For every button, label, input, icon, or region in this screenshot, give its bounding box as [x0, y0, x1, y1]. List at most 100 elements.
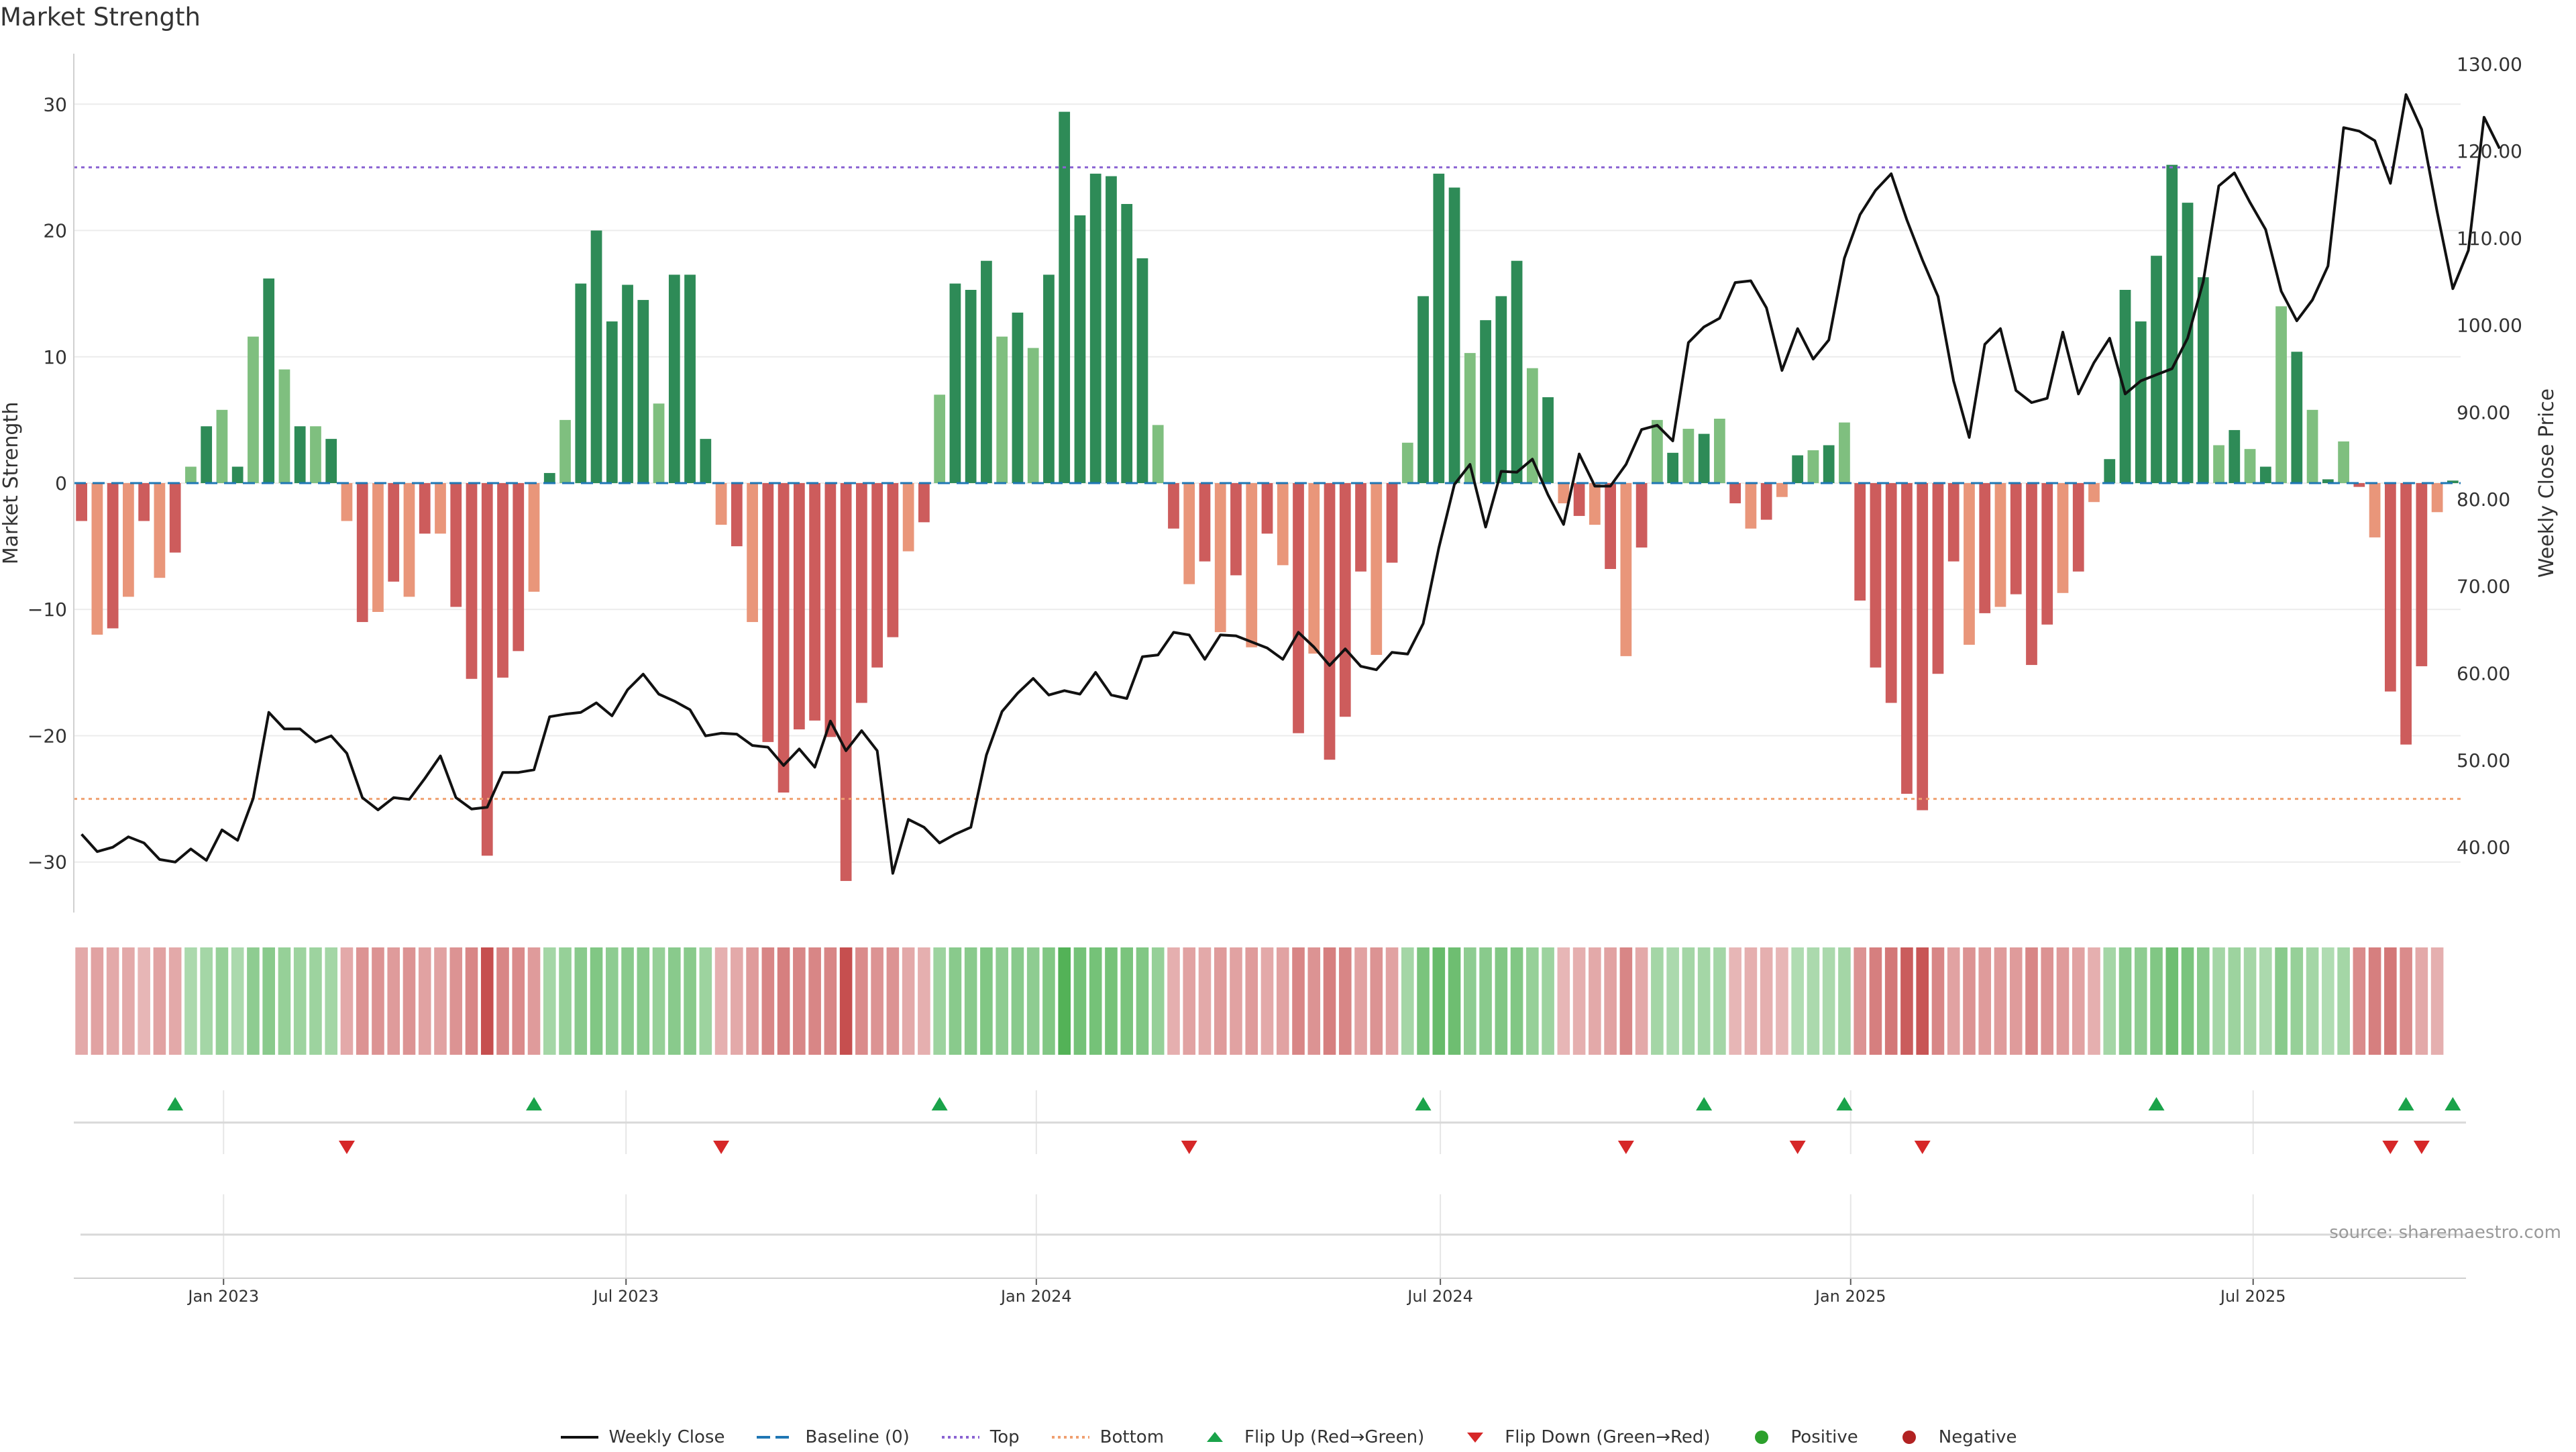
strength-bar	[1542, 397, 1554, 483]
heat-cell	[247, 947, 260, 1055]
heat-cell	[637, 947, 650, 1055]
heat-cell	[871, 947, 883, 1055]
strength-bar	[2057, 483, 2069, 593]
heat-cell	[980, 947, 993, 1055]
legend-item: Baseline (0)	[755, 1427, 910, 1447]
strength-bar	[2384, 483, 2396, 692]
strength-bar	[1885, 483, 1897, 703]
heat-cell	[1978, 947, 1992, 1055]
strength-bar	[2088, 483, 2100, 503]
x-tick-label: Jul 2025	[2219, 1287, 2286, 1306]
heat-cell	[2181, 947, 2194, 1055]
strength-bar	[747, 483, 758, 623]
strength-bar	[1074, 215, 1086, 483]
strength-bar	[2400, 483, 2412, 745]
heat-cell	[2025, 947, 2038, 1055]
heat-cell	[1510, 947, 1523, 1055]
flip-down-marker	[1617, 1141, 1634, 1154]
heat-cell	[2290, 947, 2304, 1055]
strength-bar	[1012, 312, 1024, 483]
strength-bar	[1401, 442, 1413, 483]
strength-bar	[2229, 429, 2241, 483]
strength-bar	[809, 483, 820, 721]
strength-bar	[388, 483, 400, 582]
strength-bar	[356, 483, 368, 623]
strength-bar	[606, 321, 618, 483]
strength-bar	[1714, 419, 1725, 483]
heat-cell	[340, 947, 354, 1055]
heat-cell	[153, 947, 166, 1055]
strength-bar	[1760, 483, 1772, 520]
heat-cell	[621, 947, 634, 1055]
heat-cell	[480, 947, 494, 1055]
heat-cell	[168, 947, 182, 1055]
strength-bar	[1464, 353, 1476, 483]
heat-cell	[668, 947, 681, 1055]
weekly-close-line	[80, 93, 2501, 875]
heat-cell	[512, 947, 525, 1055]
strength-bar	[1261, 483, 1273, 534]
legend-item: Flip Down (Green→Red)	[1455, 1427, 1711, 1447]
heat-cell	[824, 947, 837, 1055]
strength-bar	[2353, 483, 2365, 487]
flip-down-marker	[1789, 1141, 1806, 1154]
heat-cell	[1682, 947, 1695, 1055]
heat-cell	[2196, 947, 2210, 1055]
chart-title: Market Strength	[0, 3, 201, 32]
flip-markers-panel	[74, 1090, 2466, 1154]
strength-bar	[1371, 483, 1383, 655]
strength-bar	[1089, 173, 1102, 483]
strength-bar	[684, 274, 696, 483]
strength-bar	[1932, 483, 1944, 674]
strength-bar	[1947, 483, 1960, 562]
heat-cell	[1198, 947, 1212, 1055]
heat-cell	[1760, 947, 1773, 1055]
heat-cell	[372, 947, 384, 1055]
strength-bar	[824, 483, 837, 737]
heat-cell	[434, 947, 447, 1055]
heat-cell	[278, 947, 291, 1055]
strength-bar	[1745, 483, 1757, 529]
strength-bar	[1839, 422, 1850, 483]
heat-cell	[91, 947, 104, 1055]
strength-bar	[856, 483, 867, 703]
strength-bar	[341, 483, 353, 521]
strength-bar	[543, 472, 555, 483]
heat-cell	[1042, 947, 1055, 1055]
strength-bar	[1729, 483, 1741, 504]
strength-bar	[887, 483, 899, 637]
y2-tick-label: 90.00	[2457, 401, 2510, 423]
lines-layer	[74, 93, 2501, 875]
heat-cell	[543, 947, 556, 1055]
strength-bar	[1511, 260, 1523, 483]
strength-bar	[2447, 480, 2459, 483]
heat-cell	[590, 947, 603, 1055]
heat-cell	[75, 947, 88, 1055]
x-tick-label: Jan 2023	[186, 1287, 259, 1306]
heat-cell	[2243, 947, 2257, 1055]
strength-bar	[169, 483, 181, 553]
strength-bar	[138, 483, 150, 521]
heatmap-strip	[75, 947, 2444, 1055]
source-note: source: sharemaestro.com	[2329, 1223, 2561, 1243]
strength-bar	[1168, 483, 1179, 529]
heat-cell	[1105, 947, 1118, 1055]
y2-tick-label: 80.00	[2457, 488, 2510, 511]
heat-cell	[2306, 947, 2319, 1055]
strength-bar	[622, 284, 633, 483]
heat-cell	[1822, 947, 1835, 1055]
dot-line-icon	[941, 1431, 981, 1444]
strength-bar	[1059, 111, 1071, 483]
heat-cell	[231, 947, 244, 1055]
strength-bar	[1027, 348, 1039, 483]
strength-bar	[2135, 321, 2147, 483]
heat-cell	[2118, 947, 2132, 1055]
flip-down-marker	[713, 1141, 730, 1154]
y-tick-label: −20	[28, 725, 67, 747]
heat-cell	[1307, 947, 1321, 1055]
heat-cell	[1073, 947, 1087, 1055]
heat-cell	[418, 947, 431, 1055]
strength-bar	[871, 483, 883, 668]
heat-cell	[574, 947, 588, 1055]
heat-cell	[1900, 947, 1913, 1055]
